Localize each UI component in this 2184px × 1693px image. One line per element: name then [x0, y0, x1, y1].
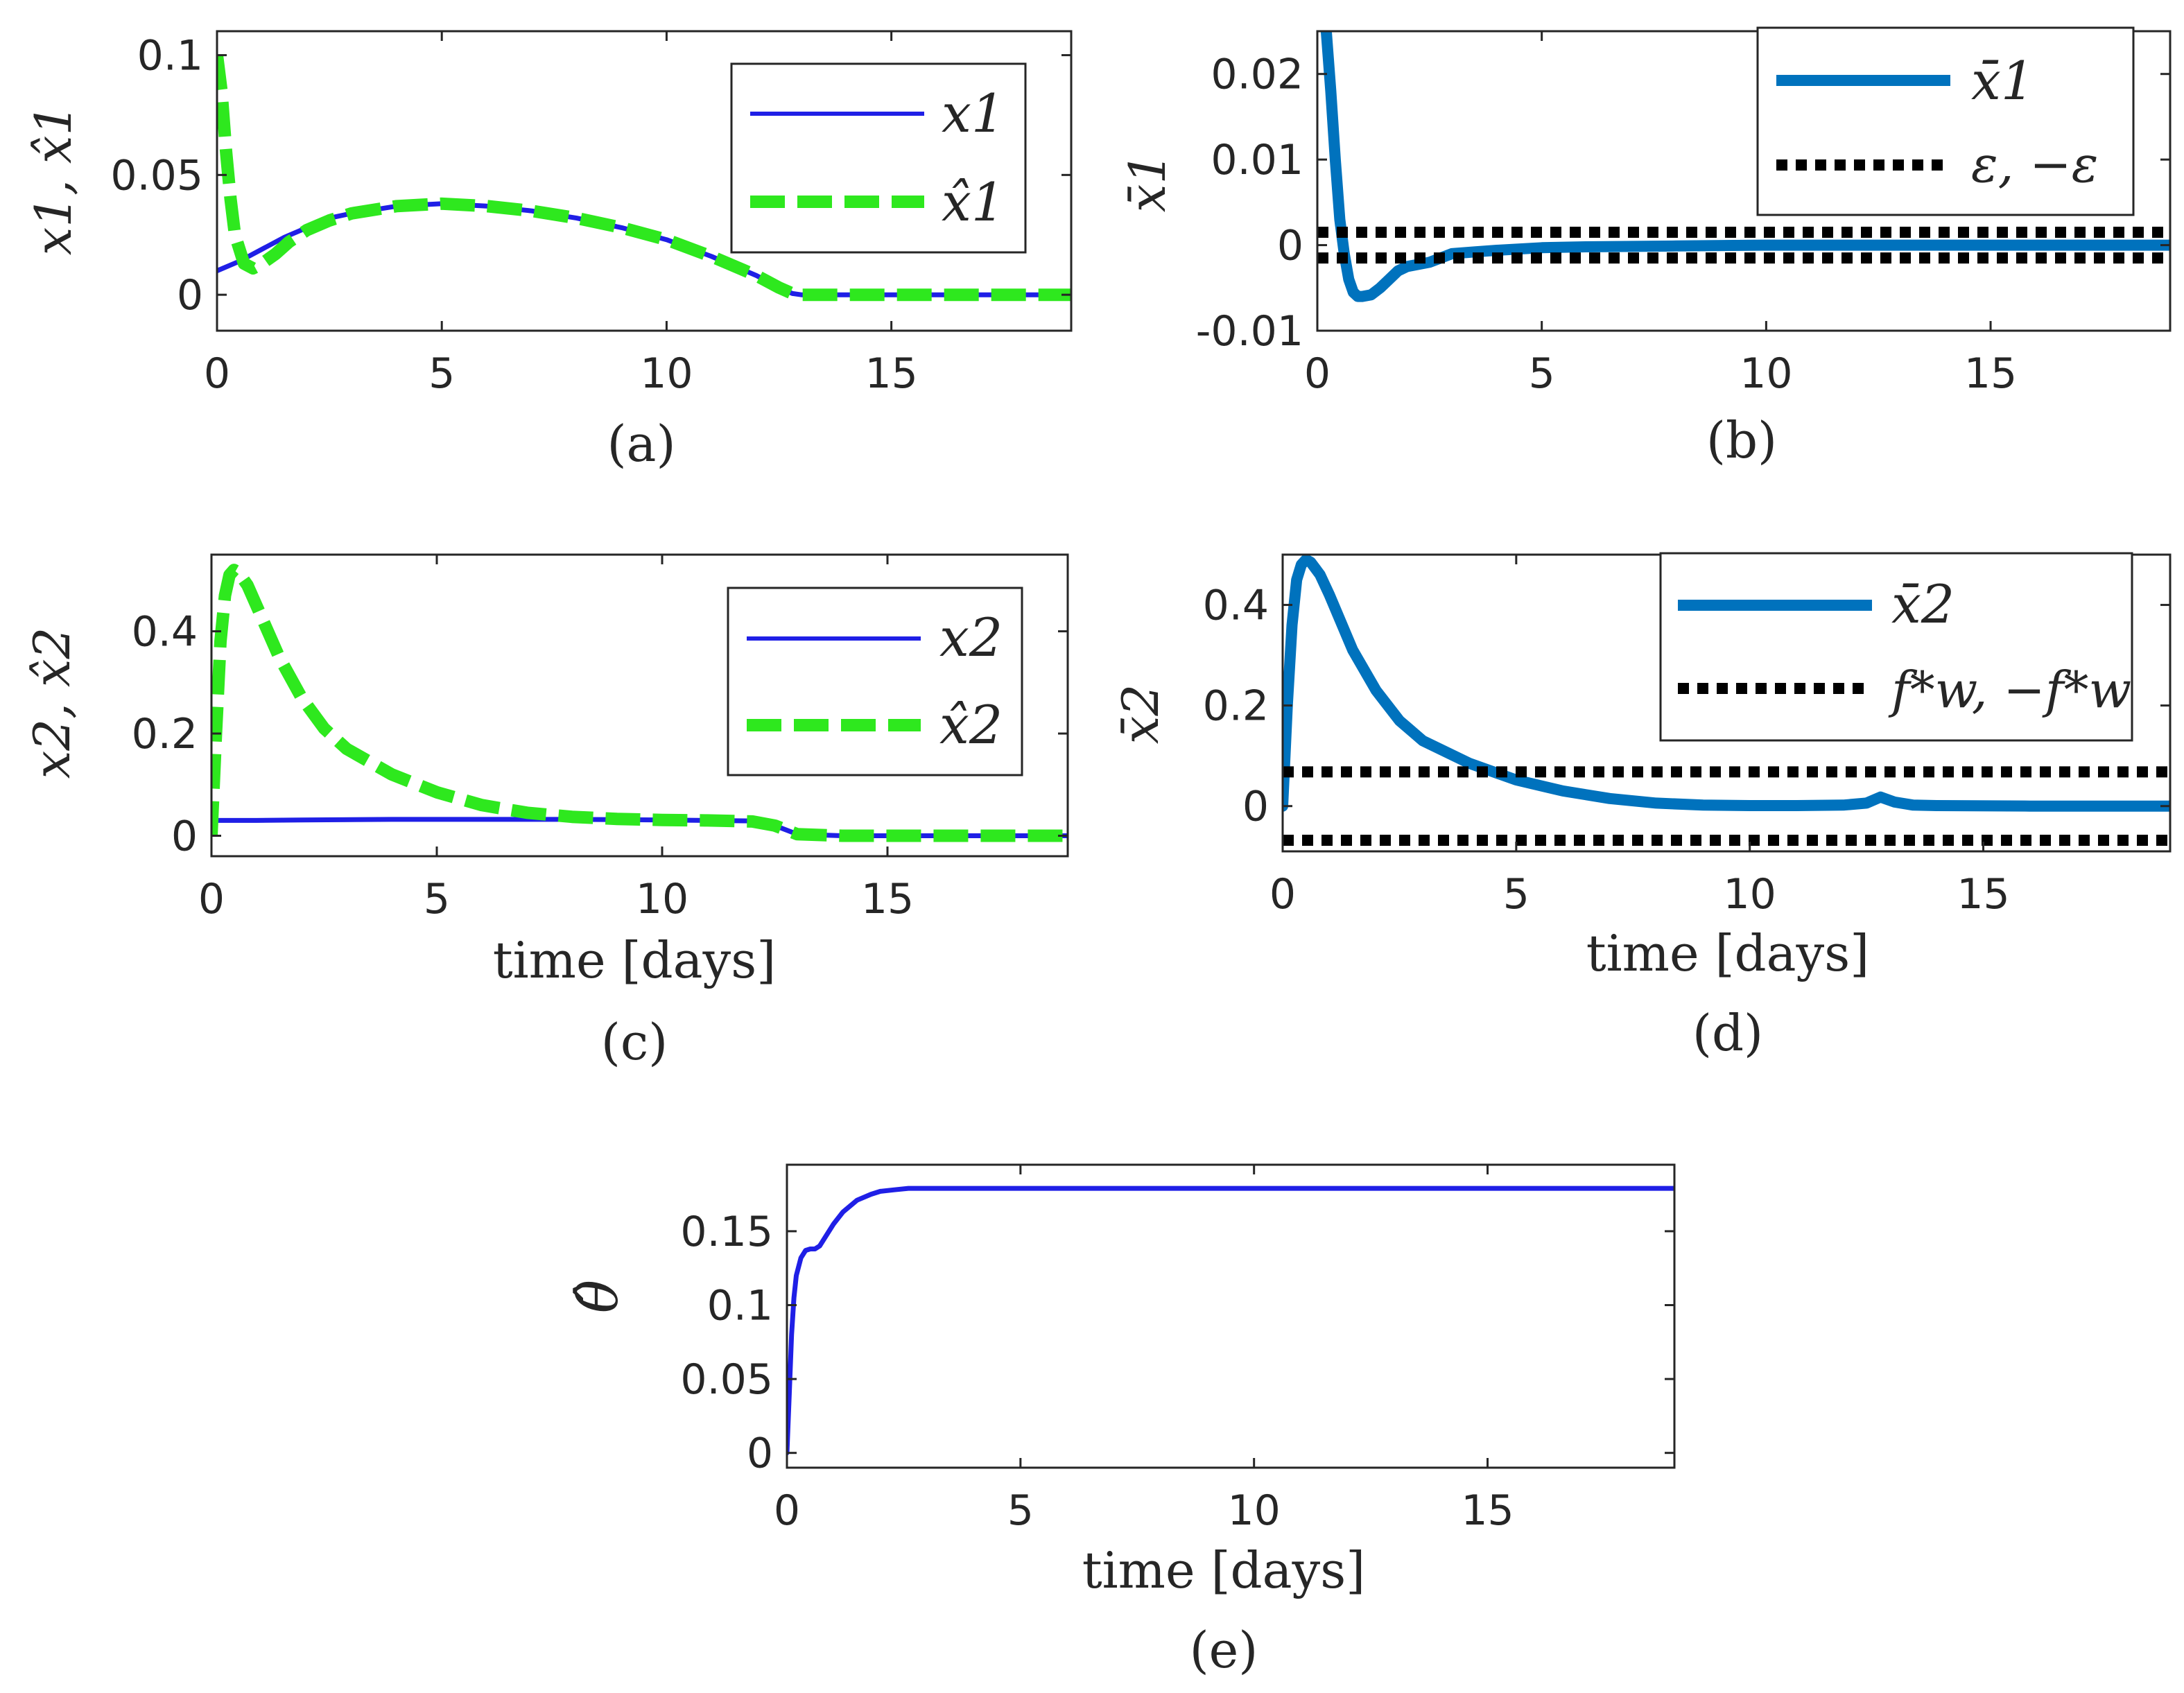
y-tick-label: 0.1	[707, 1282, 773, 1330]
legend-label-fw: f*w, −f*w	[1888, 661, 2131, 719]
x-tick-label: 10	[1724, 870, 1776, 919]
x-tick-label: 15	[1461, 1486, 1514, 1535]
xlabel-e: time [days]	[1082, 1541, 1366, 1599]
ylabel-c: x2, x̂2	[23, 627, 81, 779]
legend-box	[1659, 552, 2133, 742]
y-tick-label: 0.2	[1203, 682, 1269, 731]
x-tick-label: 5	[428, 349, 455, 398]
x-tick-label: 5	[1503, 870, 1529, 919]
legend-label-epsilon: ε, −ε	[1971, 135, 2098, 193]
y-tick-label: 0	[1242, 783, 1269, 831]
caption-d: (d)	[1692, 1004, 1763, 1062]
y-tick-label: 0.4	[1203, 582, 1269, 630]
legend-d: x̄2 f*w, −f*w	[1659, 552, 2133, 742]
series-line-1	[211, 564, 1068, 842]
xlabel-c: time [days]	[493, 931, 777, 989]
x-tick-label: 0	[198, 875, 225, 923]
panel-d: x̄2 time [days] (d) 0 5 10 15 0 0.2 0.4 x̄2 f*…	[1111, 552, 2172, 1062]
plot-area: 0 5 10 15 0 0.05 0.1 0.15	[680, 1163, 1676, 1535]
y-tick-label: 0	[177, 271, 203, 320]
plot-area: 0 5 10 15 0 0.2 0.4	[132, 553, 1069, 923]
panel-a: x1, x̂1 (a) 0 5 10 15 0 0.05 0.1 x1 x̂1	[24, 30, 1073, 473]
legend-label-x1hat: x̂1	[942, 171, 1005, 233]
ylabel-d: x̄2	[1111, 684, 1170, 744]
axes-box	[1316, 30, 2172, 332]
x-tick-label: 15	[1957, 870, 2009, 919]
caption-c: (c)	[601, 1013, 668, 1071]
y-tick-label: 0	[1277, 222, 1303, 270]
x-tick-label: 0	[204, 349, 230, 398]
legend-a: x1 x̂1	[730, 62, 1027, 254]
axes-box	[786, 1163, 1676, 1469]
y-tick-label: 0.02	[1211, 51, 1303, 99]
series-line-0	[1283, 555, 2170, 812]
legend-c: x2 x̂2	[727, 587, 1023, 776]
x-tick-label: 5	[424, 875, 450, 923]
x-tick-label: 15	[1964, 349, 2017, 398]
x-tick-label: 15	[861, 875, 914, 923]
x-tick-label: 15	[865, 349, 917, 398]
legend-box	[1756, 26, 2135, 216]
y-tick-label: 0	[171, 813, 198, 861]
caption-e: (e)	[1190, 1621, 1258, 1679]
legend-label-xbar1: x̄1	[1971, 50, 2034, 112]
y-tick-label: 0.15	[680, 1208, 773, 1256]
x-tick-label: 10	[636, 875, 688, 923]
y-tick-label: 0.05	[110, 151, 203, 200]
legend-label-x2hat: x̂2	[939, 694, 1003, 756]
series-group	[1283, 555, 2170, 846]
legend-box	[727, 587, 1023, 776]
legend-b: x̄1 ε, −ε	[1756, 26, 2135, 216]
y-tick-label: 0.2	[132, 710, 198, 758]
ylabel-e: θ̂	[566, 1280, 630, 1313]
panel-e: θ̂ time [days] (e) 0 5 10 15 0 0.05 0.1 0.15	[566, 1163, 1676, 1679]
x-tick-label: 0	[774, 1486, 800, 1535]
series-group	[211, 564, 1068, 842]
axes-box	[216, 30, 1073, 332]
series-group	[217, 54, 1071, 302]
axes-box	[210, 553, 1069, 858]
legend-label-x2: x2	[939, 607, 1003, 668]
x-tick-label: 5	[1529, 349, 1555, 398]
caption-a: (a)	[607, 415, 675, 473]
plot-area: 0 5 10 15 0 0.05 0.1	[110, 30, 1073, 398]
legend-box	[730, 62, 1027, 254]
x-tick-label: 0	[1269, 870, 1296, 919]
y-tick-label: 0.4	[132, 608, 198, 657]
series-line-0	[787, 1186, 1674, 1456]
series-group	[1317, 31, 2170, 302]
y-tick-label: -0.01	[1196, 307, 1303, 356]
series-group	[787, 1186, 1674, 1456]
x-tick-label: 5	[1007, 1486, 1034, 1535]
plot-area: 0 5 10 15 0 0.2 0.4	[1203, 553, 2172, 919]
caption-b: (b)	[1706, 411, 1777, 469]
x-tick-label: 10	[1740, 349, 1792, 398]
legend-label-xbar2: x̄2	[1891, 573, 1955, 635]
xlabel-d: time [days]	[1586, 924, 1870, 982]
x-tick-label: 10	[1228, 1486, 1281, 1535]
panel-c: x2, x̂2 time [days] (c) 0 5 10 15 0 0.2 0.4 x2…	[23, 553, 1069, 1071]
y-tick-label: 0.01	[1211, 136, 1303, 184]
series-line-1	[217, 54, 1071, 302]
y-tick-label: 0.1	[137, 32, 203, 80]
y-tick-label: 0	[747, 1430, 773, 1478]
x-tick-label: 0	[1304, 349, 1331, 398]
ylabel-b: x̄1	[1118, 153, 1177, 212]
ylabel-a: x1, x̂1	[24, 104, 83, 256]
y-tick-label: 0.05	[680, 1355, 773, 1404]
legend-label-x1: x1	[942, 83, 1005, 144]
x-tick-label: 10	[640, 349, 693, 398]
